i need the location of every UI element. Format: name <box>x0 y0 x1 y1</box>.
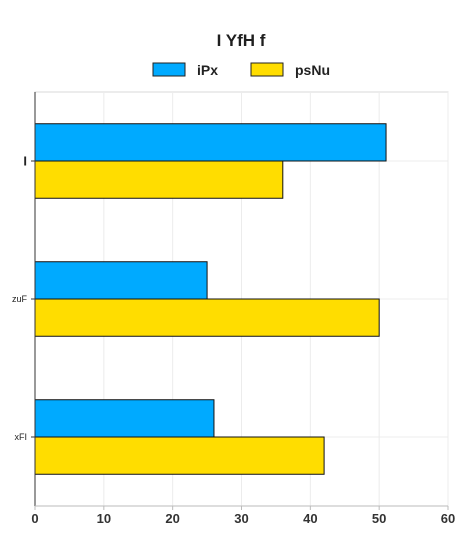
bar-ipx-xfi <box>34 399 215 438</box>
legend-item-psnu: psNu <box>250 62 330 78</box>
x-tick-label: 50 <box>372 511 386 526</box>
legend-swatch-psnu <box>250 62 284 77</box>
y-tick-label-zuf: zuF <box>12 294 28 304</box>
x-tick-label: 60 <box>441 511 455 526</box>
x-tick-label: 0 <box>31 511 38 526</box>
x-tick-label: 20 <box>165 511 179 526</box>
legend-swatch-ipx <box>152 62 186 77</box>
x-axis <box>34 505 449 510</box>
bar-ipx-zuf <box>34 261 208 300</box>
x-tick-labels: 0 10 20 30 40 50 60 <box>31 511 455 526</box>
x-tick-label: 10 <box>97 511 111 526</box>
bar-psnu-xfi <box>34 436 325 475</box>
y-tick-label-xfi: xFI <box>15 432 28 442</box>
legend-label-psnu: psNu <box>295 62 330 78</box>
legend-label-ipx: iPx <box>197 62 218 78</box>
chart-title: I YfH f <box>217 31 266 50</box>
x-tick-label: 40 <box>303 511 317 526</box>
y-axis <box>31 92 36 506</box>
legend: iPx psNu <box>152 62 330 78</box>
bar-psnu-i <box>34 160 284 199</box>
bar-psnu-zuf <box>34 298 380 337</box>
bar-ipx-i <box>34 123 387 162</box>
x-tick-label: 30 <box>234 511 248 526</box>
y-tick-label-i: I <box>23 154 27 169</box>
legend-item-ipx: iPx <box>152 62 218 78</box>
